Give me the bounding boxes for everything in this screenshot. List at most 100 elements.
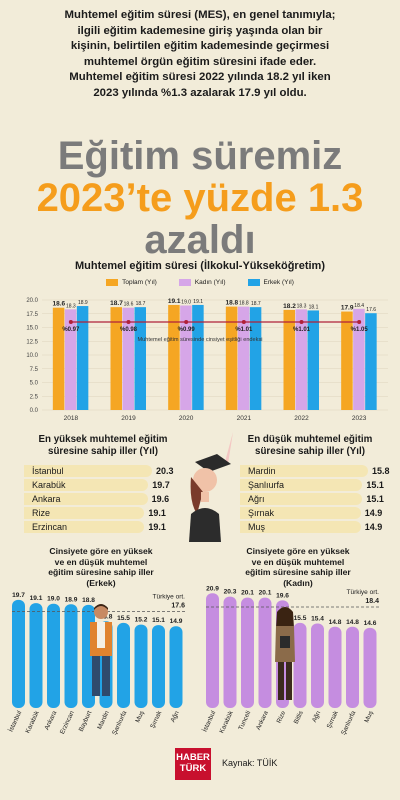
province-bar — [169, 626, 183, 708]
bar-kadin — [64, 309, 77, 410]
rank-row: Şırnak 14.9 — [240, 507, 390, 519]
footer: HABER TÜRK Kaynak: TÜİK — [0, 748, 400, 784]
rank-row: Erzincan 19.1 — [24, 521, 174, 533]
bar-value-label: 18.7 — [110, 300, 123, 307]
province-value-label: 18.8 — [82, 597, 95, 604]
bar-toplam — [168, 304, 180, 410]
bar-kadin — [122, 307, 134, 410]
equality-index-label: %1.05 — [351, 327, 369, 333]
rank-bar — [24, 507, 145, 519]
province-value-label: 15.5 — [294, 615, 307, 622]
bar-erkek — [365, 313, 377, 410]
bar-value-label: 18.9 — [78, 300, 88, 306]
province-value-label: 15.5 — [117, 615, 130, 622]
man-illustration — [90, 604, 112, 696]
rank-province-name: Mardin — [248, 466, 276, 476]
province-name-label: Ankara — [43, 709, 58, 731]
bar-value-label: 19.1 — [193, 299, 203, 305]
bar-value-label: 17.6 — [366, 307, 376, 313]
province-bar — [241, 597, 254, 708]
bar-value-label: 18.8 — [239, 301, 249, 307]
top-provinces-title: En yüksek muhtemel eğitim süresine sahip… — [38, 434, 168, 457]
province-name-label: Tunceli — [237, 710, 252, 731]
bar-erkek — [76, 306, 89, 410]
rank-bar — [240, 465, 368, 477]
rank-province-name: Karabük — [32, 480, 66, 490]
equality-index-point — [299, 320, 304, 324]
headline-line-2: 2023’te yüzde 1.3 — [36, 176, 364, 220]
rank-value: 19.1 — [148, 508, 166, 518]
equality-index-point — [357, 320, 362, 324]
equality-index-point — [68, 320, 73, 324]
intro-text: Muhtemel eğitim süresi (MES), en genel t… — [14, 8, 386, 102]
bar-value-label: 18.1 — [309, 304, 319, 310]
province-name-label: İstanbul — [6, 709, 23, 733]
y-tick-label: 2.5 — [30, 394, 39, 400]
male-chart-title: Cinsiyete göre en yüksek ve en düşük muht… — [48, 546, 154, 588]
y-tick-label: 12.5 — [26, 339, 38, 345]
province-value-label: 14.9 — [170, 618, 183, 625]
source-text: Kaynak: TÜİK — [222, 758, 278, 768]
turkey-average-label: Türkiye ort. — [152, 593, 185, 600]
province-value-label: 15.8 — [100, 613, 113, 620]
male-bar-chart: 19.7 İstanbul 19.1 Karabük 19.0 Ankara 18.9 Erz… — [6, 592, 187, 736]
bar-toplam — [52, 307, 65, 410]
legend-label: Erkek (Yıl) — [263, 279, 294, 286]
female-chart-title: Cinsiyete göre en yüksek ve en düşük muht… — [245, 546, 351, 588]
rank-bar — [240, 479, 363, 491]
legend-label: Kadın (Yıl) — [194, 279, 226, 286]
rank-province-name: İstanbul — [32, 466, 64, 476]
province-value-label: 20.9 — [206, 585, 219, 592]
legend-swatch — [178, 279, 191, 286]
rank-value: 19.7 — [152, 480, 170, 490]
province-value-label: 20.3 — [224, 589, 237, 596]
province-value-label: 15.1 — [152, 617, 165, 624]
intro-line: Muhtemel eğitim süresi 2022 yılında 18.2… — [69, 71, 331, 84]
province-name-label: İstanbul — [200, 709, 217, 733]
logo-line: HABER — [176, 752, 210, 763]
rank-row: Şanlıurfa 15.1 — [240, 479, 390, 491]
province-bar — [346, 626, 359, 708]
x-tick-label: 2018 — [64, 415, 79, 422]
rank-row: Ankara 19.6 — [24, 493, 174, 505]
y-tick-label: 7.5 — [30, 367, 39, 373]
rank-value: 14.9 — [364, 522, 383, 532]
province-value-label: 19.1 — [30, 595, 43, 602]
bar-erkek — [134, 307, 146, 410]
rank-row: Rize 19.1 — [24, 507, 174, 519]
province-name-label: Ankara — [255, 709, 270, 731]
x-tick-label: 2021 — [237, 415, 252, 422]
province-bar — [258, 597, 272, 708]
rank-bar — [24, 479, 149, 491]
legend-swatch — [106, 279, 119, 286]
province-bar — [64, 604, 78, 708]
province-value-label: 19.6 — [276, 592, 289, 599]
bar-value-label: 19.1 — [168, 298, 181, 305]
bar-value-label: 18.7 — [136, 301, 146, 307]
equality-index-label: %0.98 — [120, 327, 138, 333]
x-tick-label: 2019 — [121, 415, 136, 422]
province-bar — [223, 596, 237, 708]
bar-kadin — [237, 306, 250, 410]
province-value-label: 15.2 — [135, 617, 148, 624]
rank-bar — [240, 493, 363, 505]
rank-value: 15.8 — [372, 466, 390, 476]
province-name-label: Rize — [276, 709, 288, 724]
province-value-label: 14.8 — [329, 619, 342, 626]
equality-index-point — [184, 320, 189, 324]
province-bar — [363, 627, 377, 708]
bar-value-label: 18.3 — [297, 303, 307, 309]
y-tick-label: 17.5 — [26, 312, 38, 318]
rank-value: 15.1 — [366, 494, 384, 504]
x-tick-label: 2020 — [179, 415, 194, 422]
haberturk-logo: HABER TÜRK — [175, 748, 211, 780]
province-name-label: Mardin — [96, 709, 111, 730]
province-bar — [328, 626, 342, 708]
province-name-label: Bayburt — [78, 710, 94, 733]
bar-value-label: 17.9 — [341, 305, 354, 312]
main-chart-legend: Toplam (Yıl) Kadın (Yıl) Erkek (Yıl) — [0, 279, 400, 286]
province-bar — [47, 603, 60, 708]
province-name-label: Şanlıurfa — [340, 709, 357, 736]
rank-row: Mardin 15.8 — [240, 465, 390, 477]
rank-row: İstanbul 20.3 — [24, 465, 174, 477]
